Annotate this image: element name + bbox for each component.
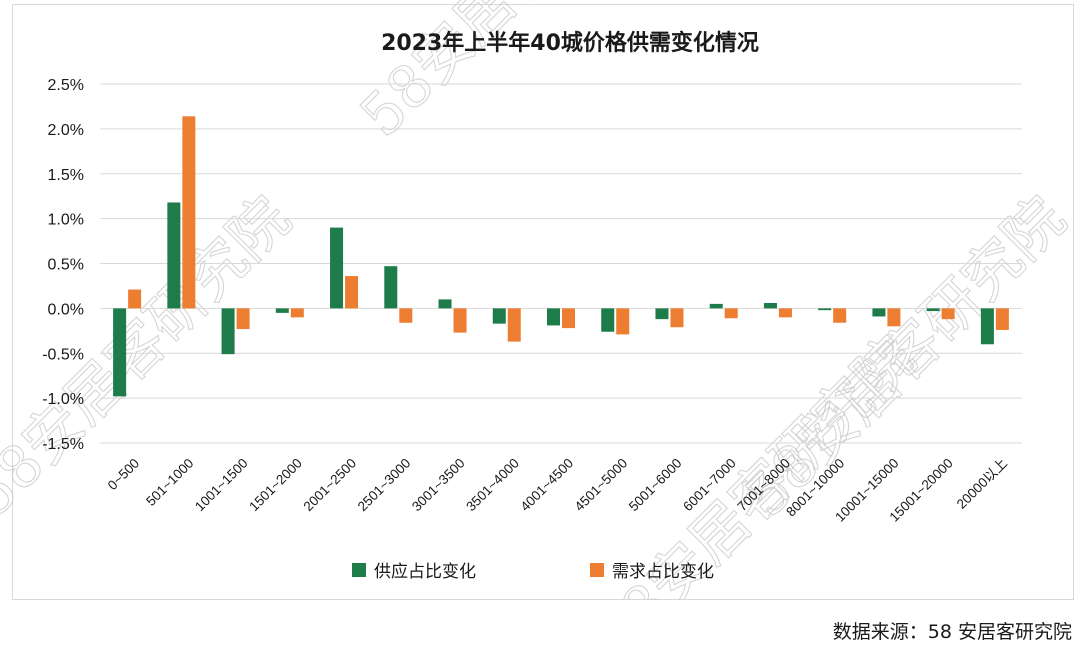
bar-supply bbox=[492, 308, 506, 324]
bar-demand bbox=[128, 289, 142, 309]
bar-demand bbox=[887, 308, 901, 327]
x-tick-label: 20000以上 bbox=[954, 456, 1010, 512]
x-tick-label: 1001~1500 bbox=[192, 456, 251, 515]
legend-label: 供应占比变化 bbox=[374, 562, 476, 582]
y-tick-label: -1.5% bbox=[42, 436, 84, 453]
bar-demand bbox=[290, 308, 304, 318]
x-tick-label: 2501~3000 bbox=[355, 456, 414, 515]
bar-demand bbox=[995, 308, 1009, 330]
bar-supply bbox=[384, 266, 398, 309]
x-tick-label: 4501~5000 bbox=[572, 456, 631, 515]
bar-supply bbox=[547, 308, 560, 326]
legend-label: 需求占比变化 bbox=[612, 562, 714, 582]
bar-supply bbox=[275, 308, 289, 313]
bar-demand bbox=[507, 308, 521, 342]
bar-demand bbox=[778, 308, 792, 318]
bar-supply bbox=[763, 302, 777, 309]
bar-demand bbox=[453, 308, 467, 333]
bar-demand bbox=[399, 308, 413, 323]
bar-chart: 58安居客研究院 58安居客研究院 58安居客研究院 58安居客研究院 2023… bbox=[0, 0, 1079, 600]
y-tick-label: -0.5% bbox=[42, 346, 84, 363]
x-tick-label: 0~500 bbox=[105, 456, 142, 493]
legend-swatch bbox=[590, 563, 604, 577]
legend-swatch bbox=[352, 563, 366, 577]
watermark-layer: 58安居客研究院 58安居客研究院 58安居客研究院 58安居客研究院 bbox=[0, 0, 1079, 600]
bar-demand bbox=[941, 308, 955, 320]
bar-supply bbox=[709, 303, 723, 309]
bar-demand bbox=[833, 308, 847, 323]
bar-demand bbox=[345, 276, 359, 309]
bar-supply bbox=[655, 308, 669, 320]
x-tick-label: 5001~6000 bbox=[626, 456, 685, 515]
bar-supply bbox=[980, 308, 994, 345]
y-tick-label: 2.5% bbox=[48, 77, 84, 94]
chart-title: 2023年上半年40城价格供需变化情况 bbox=[381, 30, 759, 56]
bar-demand bbox=[236, 308, 250, 330]
bar-supply bbox=[221, 308, 235, 355]
bar-demand bbox=[616, 308, 630, 335]
x-tick-label: 3001~3500 bbox=[409, 456, 468, 515]
bar-supply bbox=[438, 299, 452, 309]
x-tick-label: 501~1000 bbox=[143, 456, 196, 509]
bar-supply bbox=[330, 227, 344, 309]
y-tick-label: 0.0% bbox=[48, 301, 84, 318]
bar-supply bbox=[113, 308, 127, 397]
x-tick-label: 2001~2500 bbox=[301, 456, 360, 515]
x-tick-label: 4001~4500 bbox=[517, 456, 576, 515]
x-tick-label: 1501~2000 bbox=[246, 456, 305, 515]
y-tick-label: 1.5% bbox=[48, 167, 84, 184]
bar-supply bbox=[872, 308, 886, 317]
y-tick-label: -1.0% bbox=[42, 391, 84, 408]
chart-frame bbox=[12, 4, 1074, 600]
bar-demand bbox=[562, 308, 575, 329]
y-tick-label: 0.5% bbox=[48, 257, 84, 274]
bar-demand bbox=[670, 308, 684, 328]
bar-supply bbox=[818, 308, 832, 311]
watermark-text: 58安居客研究院 bbox=[347, 0, 693, 150]
y-tick-label: 2.0% bbox=[48, 122, 84, 139]
bar-demand bbox=[182, 116, 196, 309]
bar-demand bbox=[724, 308, 738, 319]
bar-supply bbox=[926, 308, 940, 312]
bar-supply bbox=[601, 308, 615, 332]
watermark-text: 58安居客研究院 bbox=[582, 324, 928, 600]
bar-supply bbox=[167, 202, 181, 309]
x-tick-label: 3501~4000 bbox=[463, 456, 522, 515]
source-note: 数据来源：58 安居客研究院 bbox=[832, 621, 1072, 643]
y-tick-label: 1.0% bbox=[48, 212, 84, 229]
